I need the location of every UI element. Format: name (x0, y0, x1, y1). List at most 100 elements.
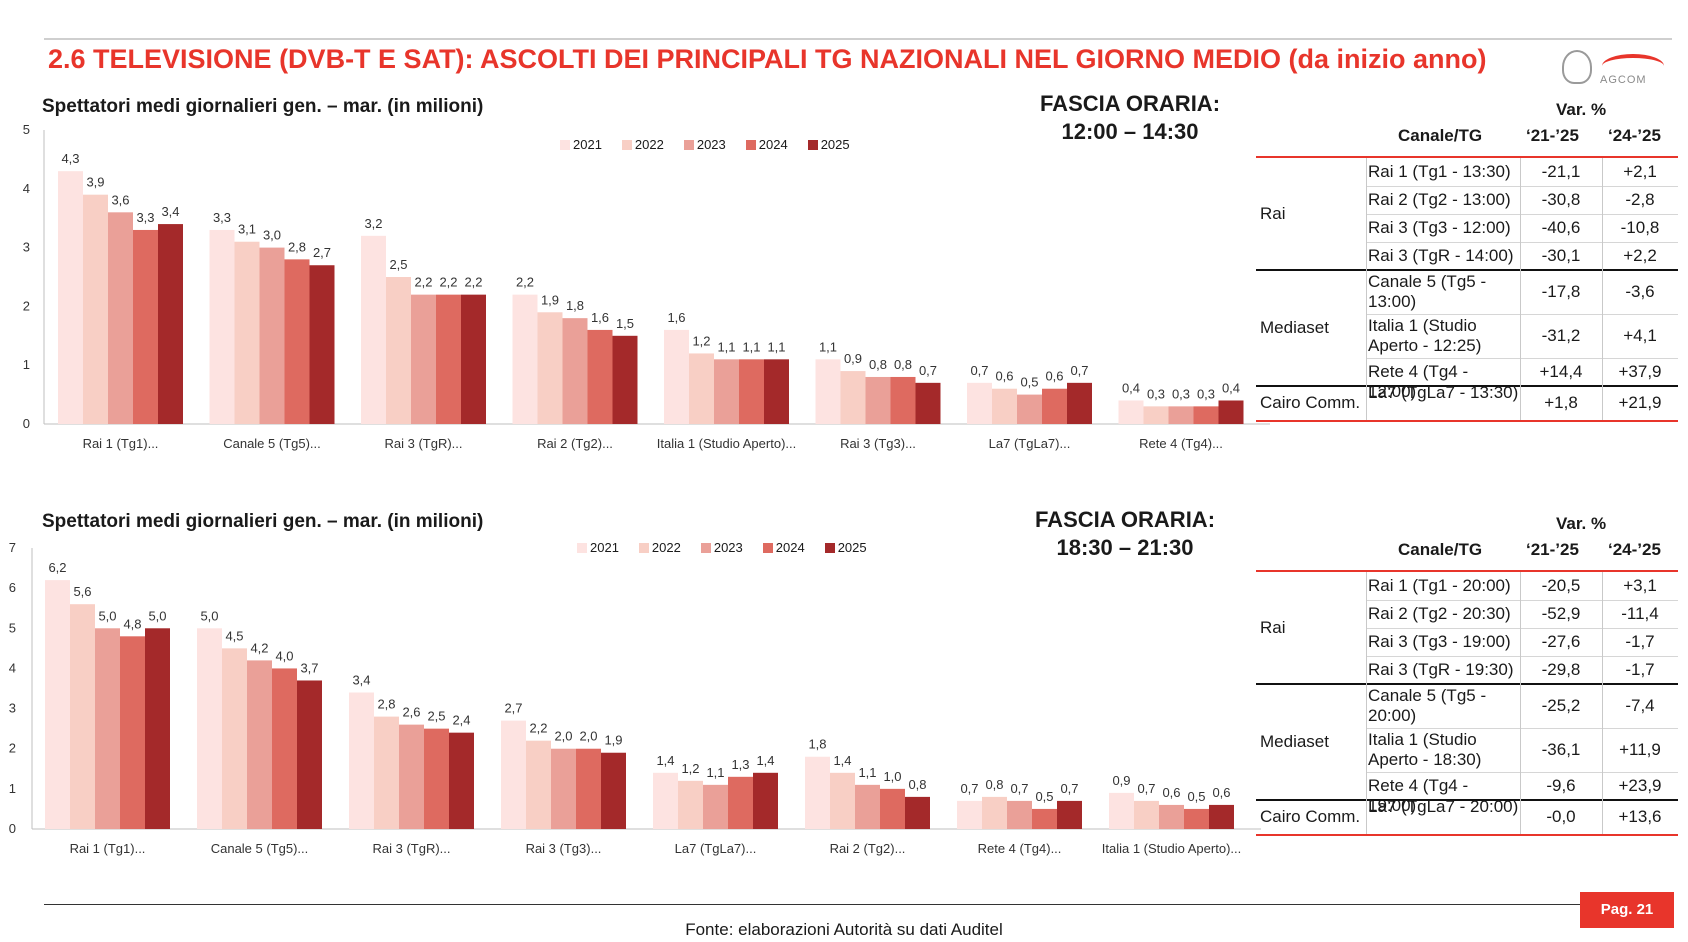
bar-2021 (501, 720, 526, 829)
tg-label: Italia 1 (Studio Aperto - 12:25) (1368, 316, 1482, 355)
legend-label: 2021 (573, 137, 602, 152)
y-tick-label: 6 (9, 580, 16, 595)
data-label: 0,7 (919, 363, 937, 378)
bar-2025 (297, 680, 322, 829)
bar-2025 (449, 732, 474, 829)
bar-2022 (678, 780, 703, 829)
chart2-svg: 0 1 2 3 4 5 6 7 6,2 5,6 5,0 4,8 5,0 Rai 1 (Tg1)... 5,0… (9, 540, 1261, 856)
bar-2021 (1109, 792, 1134, 829)
data-label: 0,7 (1137, 781, 1155, 796)
bar-2021 (664, 329, 689, 424)
legend-item-2025: 2025 (807, 137, 850, 152)
y-tick-label: 0 (9, 821, 16, 836)
y-tick-label: 2 (9, 741, 16, 756)
legend-swatch (621, 139, 632, 150)
data-label: 2,7 (504, 701, 522, 716)
var-24-25: +3,1 (1623, 576, 1657, 595)
var-21-25: -9,6 (1546, 776, 1576, 795)
data-label: 1,9 (541, 292, 559, 307)
category-label: Italia 1 (Studio Aperto)... (1102, 841, 1241, 856)
bar-2022 (386, 277, 411, 424)
data-label: 1,4 (756, 753, 774, 768)
row-divider (1366, 214, 1678, 215)
bar-2024 (120, 636, 145, 829)
data-label: 1,4 (656, 753, 674, 768)
table-row: Rai 3 (Tg3 - 19:00) -27,6 -1,7 (1256, 628, 1678, 656)
category-label: Rai 1 (Tg1)... (70, 841, 146, 856)
table-top-rule (1256, 156, 1678, 158)
data-label: 0,6 (995, 369, 1013, 384)
logo-text: AGCOM (1600, 74, 1647, 86)
var-21-25: -30,1 (1541, 246, 1581, 265)
data-label: 3,9 (86, 175, 104, 190)
column-divider (1520, 572, 1521, 834)
y-tick-label: 3 (23, 240, 30, 255)
var-24-25: -1,7 (1625, 632, 1655, 651)
group-divider (1256, 385, 1678, 387)
row-divider (1366, 656, 1678, 657)
canale-header: Canale/TG (1398, 126, 1483, 145)
data-label: 1,5 (616, 316, 634, 331)
bar-2023 (562, 318, 588, 424)
bar-2022 (374, 716, 399, 829)
var-21-25: +14,4 (1539, 362, 1583, 381)
var-21-25: -31,2 (1541, 326, 1581, 345)
data-label: 2,4 (452, 713, 470, 728)
tg-label: Canale 5 (Tg5 - 20:00) (1368, 686, 1487, 725)
data-label: 0,7 (1010, 781, 1028, 796)
bar-2023 (714, 359, 739, 424)
bar-2021 (815, 359, 841, 424)
data-label: 3,3 (213, 210, 231, 225)
bar-2021 (58, 171, 83, 424)
bar-2024 (272, 668, 297, 829)
legend-swatch (807, 139, 818, 150)
chart1: 0 1 2 3 4 5 4,3 3,9 3,6 3,3 3,4 Rai 1 (Tg1)... 3,3 3,… (0, 0, 1270, 465)
bar-2022 (1134, 800, 1159, 829)
page-title: 2.6 TELEVISIONE (DVB-T E SAT): ASCOLTI D… (48, 44, 1487, 74)
chart2: 0 1 2 3 4 5 6 7 6,2 5,6 5,0 4,8 5,0 Rai 1 (Tg1)... 5,0… (9, 540, 1261, 856)
table-row: Canale 5 (Tg5 - 13:00) -17,8 -3,6 (1256, 270, 1678, 314)
tg-label: Rai 3 (Tg3 - 19:00) (1368, 632, 1511, 651)
y-tick-label: 1 (23, 357, 30, 372)
data-label: 1,6 (591, 310, 609, 325)
chart2-fascia: FASCIA ORARIA: 18:30 – 21:30 (1015, 506, 1235, 562)
var-24-25: -11,4 (1621, 604, 1659, 623)
data-label: 2,2 (439, 275, 457, 290)
emblem-icon (1562, 50, 1592, 84)
data-label: 1,1 (767, 339, 785, 354)
legend-swatch (762, 542, 773, 553)
table-row: Rete 4 (Tg4 - 19:00) -9,6 +23,9 (1256, 772, 1678, 815)
bar-2021 (1118, 400, 1144, 424)
column-divider (1520, 158, 1521, 420)
bar-2023 (247, 660, 272, 829)
agcom-logo: AGCOM (1562, 50, 1674, 90)
data-label: 5,0 (148, 608, 166, 623)
bar-2025 (915, 382, 941, 424)
bar-2021 (45, 580, 70, 829)
legend-item-2023: 2023 (700, 540, 743, 555)
bar-2025 (461, 294, 486, 424)
data-label: 4,5 (225, 628, 243, 643)
group-label: Cairo Comm. (1260, 393, 1361, 412)
category-label: Rai 2 (Tg2)... (537, 436, 613, 451)
y-tick-label: 4 (9, 660, 16, 675)
table-row: La7 (TgLa7 - 20:00) -0,0 +13,6 (1256, 797, 1678, 834)
category-label: Rete 4 (Tg4)... (978, 841, 1062, 856)
var-21-25: -30,8 (1541, 190, 1581, 209)
table-row: Rai 3 (Tg3 - 12:00) -40,6 -10,8 (1256, 214, 1678, 242)
var-21-25: -25,2 (1541, 696, 1581, 715)
bar-2024 (1042, 388, 1067, 424)
data-label: 5,6 (73, 584, 91, 599)
data-label: 1,1 (858, 765, 876, 780)
bar-2024 (890, 376, 916, 424)
data-label: 1,8 (808, 737, 826, 752)
var-24-25: +23,9 (1618, 776, 1662, 795)
bar-2023 (411, 294, 436, 424)
bar-2021 (361, 235, 386, 424)
var-24-25: -10,8 (1620, 218, 1660, 237)
data-label: 0,3 (1147, 386, 1165, 401)
row-divider (1366, 358, 1678, 359)
tg-label: Rai 3 (Tg3 - 12:00) (1368, 218, 1511, 237)
bar-2021 (805, 756, 830, 829)
bar-2025 (1057, 800, 1082, 829)
